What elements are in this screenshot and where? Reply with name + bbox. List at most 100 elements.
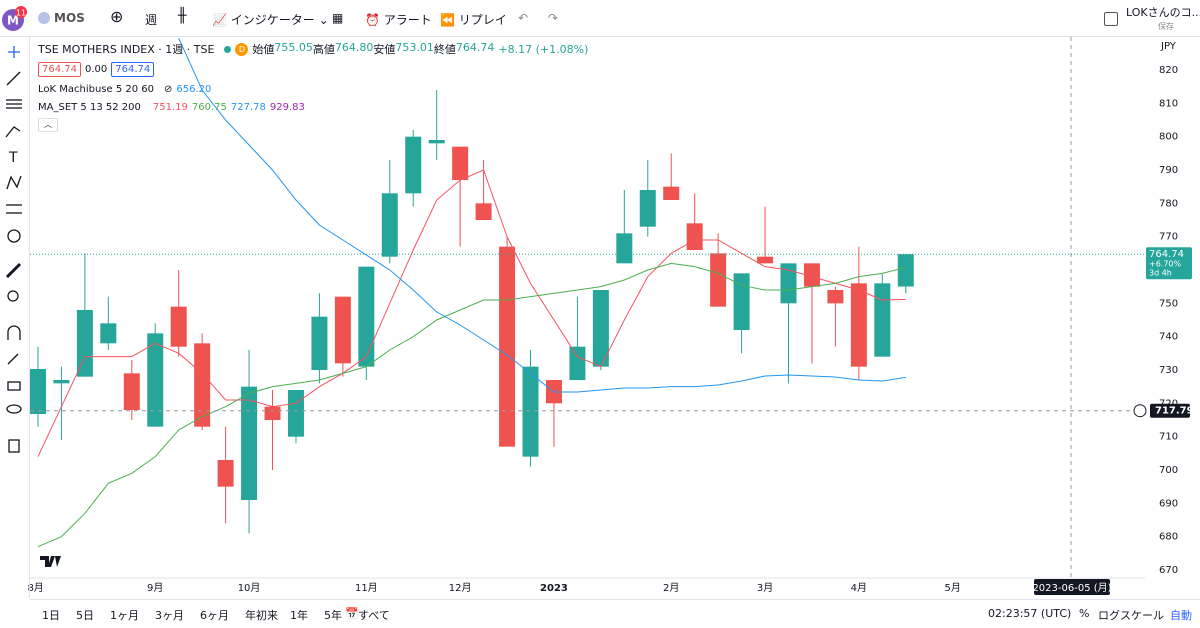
legend-row-3: LoK Machibuse 5 20 60 ⊘ 656.20 [38,84,212,95]
x-tick-label: 12月 [449,582,472,594]
draw-mode-tool[interactable] [7,353,19,365]
log-toggle[interactable]: ログスケール [1098,609,1164,622]
lock-tool[interactable] [7,381,21,391]
percent-toggle[interactable]: % [1079,607,1090,620]
candle-body [287,390,304,437]
range-button[interactable]: 6ヶ月 [200,609,229,622]
candle-body [686,223,703,250]
tv-logo [40,556,61,567]
layout-icon[interactable] [1104,12,1118,26]
layout-name[interactable]: LOKさんのコ... [1126,6,1200,19]
candle-body [311,316,328,370]
ma-value: 727.78 [230,102,266,113]
buy-price[interactable]: 764.74 [111,62,155,77]
range-button[interactable]: 年初来 [245,609,278,622]
zoom-tool[interactable] [7,290,19,302]
candle-body [499,246,516,447]
add-symbol[interactable]: ⊕ [110,7,124,26]
candle-body [147,333,164,427]
indicators[interactable]: 📈 インジケーター ⌄ [212,13,329,27]
range-button[interactable]: すべて [358,609,390,622]
candle-body [569,346,586,380]
currency: JPY [1160,41,1177,52]
emoji-tool[interactable] [7,229,21,243]
date-range-icon[interactable]: 📅 [345,607,359,620]
range-button[interactable]: 1年 [290,609,308,622]
interval[interactable]: 週 [145,13,158,27]
moving-average [178,38,906,393]
brush-tool[interactable] [5,126,21,138]
range-button[interactable]: 5日 [76,609,94,622]
redo[interactable]: ↷ [548,11,559,25]
chart-type[interactable]: ╫ [178,8,187,24]
trend-tool[interactable] [6,71,21,86]
ohlc-value: 764.74 [455,41,495,54]
magnet-tool[interactable] [7,325,21,340]
range-button[interactable]: 3ヶ月 [155,609,184,622]
change: +8.17 (+1.08%) [498,42,589,56]
collapse-legend[interactable]: ︿ [38,118,58,132]
candle-body [217,460,234,487]
candle-body [803,263,820,287]
x-tick-label: 3月 [757,582,773,594]
candle-body [757,256,774,264]
spread: 0.00 [85,64,108,75]
top-toolbar: M 11 MOS ⊕ 週 ╫ 📈 インジケーター ⌄ ▦ ⏰ アラート ⏪ リプレ… [0,0,1200,37]
tool-icons: T [5,46,22,453]
candle-body [428,140,445,144]
y-tick-label: 700 [1159,465,1178,476]
sell-price[interactable]: 764.74 [38,62,81,77]
candle-body [475,203,492,220]
fib-tool[interactable] [6,99,22,109]
status-dot [224,45,232,53]
save[interactable]: 保存 [1158,22,1174,31]
indicator-value: 656.20 [176,84,212,95]
text-tool[interactable]: T [8,150,18,166]
candle-body [358,266,375,367]
replay-text: リプレイ [458,13,507,27]
range-button[interactable]: 1日 [42,609,60,622]
visibility-tool[interactable] [6,404,22,414]
trash-tool[interactable] [8,439,20,453]
range-button[interactable]: 1ヶ月 [110,609,139,622]
ohlc-values: 始値 755.05 高値 764.80 安値 753.01 終値 764.74 [252,41,494,57]
measure-tool[interactable] [5,262,22,279]
moving-average [37,262,906,548]
alerts[interactable]: ⏰ アラート [365,13,432,27]
clock: 02:23:57 (UTC) [988,607,1072,620]
candle-body [30,369,46,414]
x-tick-label: 8月 [27,582,43,594]
layouts[interactable]: ▦ [332,11,344,25]
last-price-tag [1146,247,1192,280]
crosshair-add[interactable] [1133,404,1147,418]
y-tick-label: 710 [1159,432,1178,443]
auto-toggle[interactable]: 自動 [1170,609,1192,622]
prediction-tool[interactable] [6,204,22,214]
symbol[interactable]: MOS [38,11,85,25]
crosshair-date: 2023-06-05 (月) [1032,582,1111,594]
badge: 11 [16,9,26,18]
candle-body [334,296,351,364]
left-toolbar: T [0,37,30,598]
candle-body [100,323,117,344]
candle-body [381,193,398,257]
y-tick-label: 780 [1159,198,1178,209]
candle-body [452,146,469,180]
last-change: +6.70% [1149,260,1182,269]
replay[interactable]: ⏪ リプレイ [440,13,507,27]
x-tick-label: 2月 [663,582,679,594]
x-tick-label: 5月 [944,582,960,594]
pattern-tool[interactable] [6,175,22,190]
legend-row-2: 764.74 0.00 764.74 [38,62,155,77]
legend-row-4: MA_SET 5 13 52 200 751.19 760.75 727.78 … [38,102,305,113]
y-tick-label: 740 [1159,332,1178,343]
range-button[interactable]: 5年 [324,609,342,622]
bottom-bar: 1日 5日 1ヶ月 3ヶ月 6ヶ月 年初来 1年 5年 すべて 📅 02:23:57 (UTC)… [30,599,1200,628]
crosshair-tool[interactable] [8,46,20,58]
avatar[interactable]: M11 [1,6,27,32]
y-tick-label: 820 [1159,65,1178,76]
y-tick-label: 750 [1159,298,1178,309]
ohlc-label: 高値 [312,43,335,56]
undo[interactable]: ↶ [518,11,529,25]
